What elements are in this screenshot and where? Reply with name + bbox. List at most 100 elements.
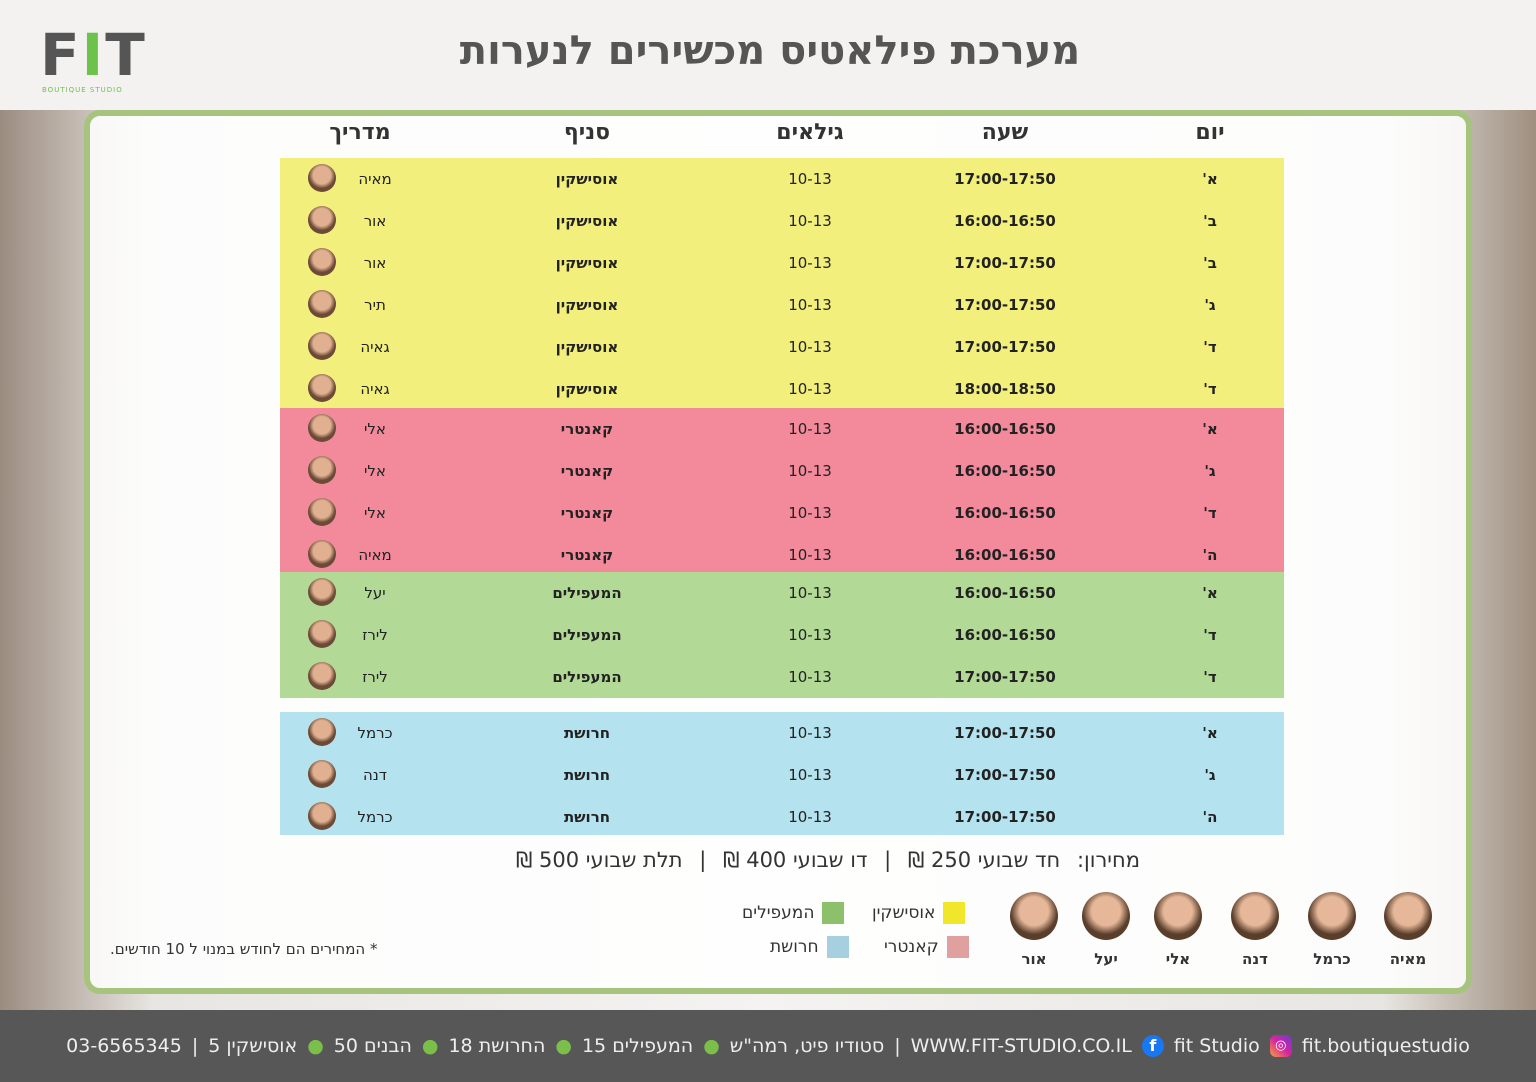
instructor-name: אלי (1165, 950, 1191, 968)
cell-branch: חרושת (563, 766, 611, 784)
cell-branch: אוסישקין (555, 212, 619, 230)
cell-instructor: דנה (363, 766, 387, 784)
instructor-photo (1308, 892, 1356, 940)
cell-instructor: כרמל (357, 808, 393, 826)
cell-hour: 16:00-16:50 (954, 462, 1056, 480)
cell-day: ד' (1203, 504, 1217, 522)
legend-item: המעפילים (742, 902, 845, 924)
cell-instructor: אלי (364, 420, 386, 438)
legend-item: אוסישקין (872, 902, 966, 924)
table-row: ד' 17:00-17:50 10-13 המעפילים לירז (280, 656, 1284, 698)
instagram-icon[interactable]: ◎ (1269, 1035, 1292, 1057)
website-link[interactable]: WWW.FIT-STUDIO.CO.IL (910, 1035, 1132, 1057)
cell-instructor: לירז (362, 626, 388, 644)
cell-ages: 10-13 (788, 668, 832, 686)
legend-item: קאנטרי (884, 936, 969, 958)
cell-day: א' (1202, 584, 1218, 602)
cell-branch: קאנטרי (560, 504, 614, 522)
facebook-link[interactable]: fit Studio (1173, 1035, 1260, 1057)
address: המעפילים 15 (581, 1035, 694, 1057)
cell-day: ה' (1202, 546, 1218, 564)
header-branch: סניף (563, 120, 611, 145)
cell-branch: אוסישקין (555, 380, 619, 398)
cell-branch: אוסישקין (555, 170, 619, 188)
separator: | (884, 848, 892, 872)
cell-branch: חרושת (563, 808, 611, 826)
instructor-avatar (308, 802, 336, 830)
pricing: מחירון: חד שבועי 250 ₪ | דו שבועי 400 ₪ … (300, 848, 1140, 872)
cell-ages: 10-13 (788, 338, 832, 356)
instructor-name: אור (1021, 950, 1047, 968)
schedule-group: א' 16:00-16:50 10-13 קאנטרי אלי ג' 16:00… (280, 408, 1284, 576)
header-hour: שעה (981, 120, 1029, 145)
instructor-avatar (308, 248, 336, 276)
instructor-avatar (308, 414, 336, 442)
instagram-link[interactable]: fit.boutiquestudio (1301, 1035, 1470, 1057)
cell-instructor: אור (363, 254, 387, 272)
header-background (0, 0, 1536, 110)
cell-branch: אוסישקין (555, 296, 619, 314)
table-row: א' 16:00-16:50 10-13 המעפילים יעל (280, 572, 1284, 614)
fit-logo: FIT BOUTIQUE STUDIO (40, 21, 147, 94)
cell-hour: 16:00-16:50 (954, 546, 1056, 564)
cell-ages: 10-13 (788, 380, 832, 398)
instructor-photo (1010, 892, 1058, 940)
cell-branch: המעפילים (552, 584, 622, 602)
cell-day: א' (1202, 724, 1218, 742)
cell-day: ד' (1203, 338, 1217, 356)
cell-instructor: לירז (362, 668, 388, 686)
legend-swatch (822, 902, 845, 924)
cell-ages: 10-13 (788, 462, 832, 480)
facebook-icon[interactable]: f (1141, 1035, 1164, 1057)
instructor-photo (1082, 892, 1130, 940)
cell-hour: 16:00-16:50 (954, 504, 1056, 522)
cell-instructor: תיר (364, 296, 386, 314)
instructor-name: דנה (1242, 950, 1268, 968)
separator: | (191, 1035, 199, 1057)
instructor-avatar (308, 290, 336, 318)
header-day: יום (1195, 120, 1225, 145)
cell-branch: אוסישקין (555, 254, 619, 272)
cell-hour: 17:00-17:50 (954, 170, 1056, 188)
cell-day: ד' (1203, 626, 1217, 644)
table-row: ד' 16:00-16:50 10-13 המעפילים לירז (280, 614, 1284, 656)
table-row: ה' 17:00-17:50 10-13 חרושת כרמל (280, 796, 1284, 838)
instructor-name: יעל (1094, 950, 1118, 968)
price-three-weekly: תלת שבועי 500 ₪ (515, 848, 683, 872)
cell-instructor: גאיה (360, 338, 390, 356)
cell-ages: 10-13 (788, 808, 832, 826)
cell-day: ב' (1203, 254, 1217, 272)
instructor-photo (1384, 892, 1432, 940)
cell-hour: 16:00-16:50 (954, 420, 1056, 438)
cell-ages: 10-13 (788, 170, 832, 188)
price-twice-weekly: דו שבועי 400 ₪ (723, 848, 868, 872)
table-row: ג' 17:00-17:50 10-13 חרושת דנה (280, 754, 1284, 796)
table-row: א' 16:00-16:50 10-13 קאנטרי אלי (280, 408, 1284, 450)
cell-hour: 16:00-16:50 (954, 584, 1056, 602)
cell-branch: חרושת (563, 724, 611, 742)
address: הבנים 50 (333, 1035, 412, 1057)
instructor-avatar (308, 374, 336, 402)
studio-name: סטודיו פיט, רמה"ש (729, 1035, 885, 1057)
schedule-group: א' 17:00-17:50 10-13 אוסישקין מאיה ב' 16… (280, 158, 1284, 410)
cell-ages: 10-13 (788, 296, 832, 314)
instructor-avatar (308, 456, 336, 484)
legend-item: חרושת (770, 936, 849, 958)
legend-swatch (943, 902, 966, 924)
cell-instructor: אלי (364, 504, 386, 522)
schedule-group: א' 16:00-16:50 10-13 המעפילים יעל ד' 16:… (280, 572, 1284, 698)
page-title: מערכת פילאטיס מכשירים לנערות (459, 28, 1081, 74)
header-instructor: מדריך (329, 120, 391, 145)
cell-branch: המעפילים (552, 668, 622, 686)
cell-ages: 10-13 (788, 724, 832, 742)
location-pin-icon: ● (307, 1035, 324, 1057)
table-row: ה' 16:00-16:50 10-13 קאנטרי מאיה (280, 534, 1284, 576)
legend-swatch (826, 936, 849, 958)
cell-day: ה' (1202, 808, 1218, 826)
cell-instructor: גאיה (360, 380, 390, 398)
cell-branch: אוסישקין (555, 338, 619, 356)
address: החרושת 18 (448, 1035, 546, 1057)
table-row: א' 17:00-17:50 10-13 חרושת כרמל (280, 712, 1284, 754)
cell-hour: 16:00-16:50 (954, 212, 1056, 230)
phone[interactable]: 03-6565345 (66, 1035, 182, 1057)
